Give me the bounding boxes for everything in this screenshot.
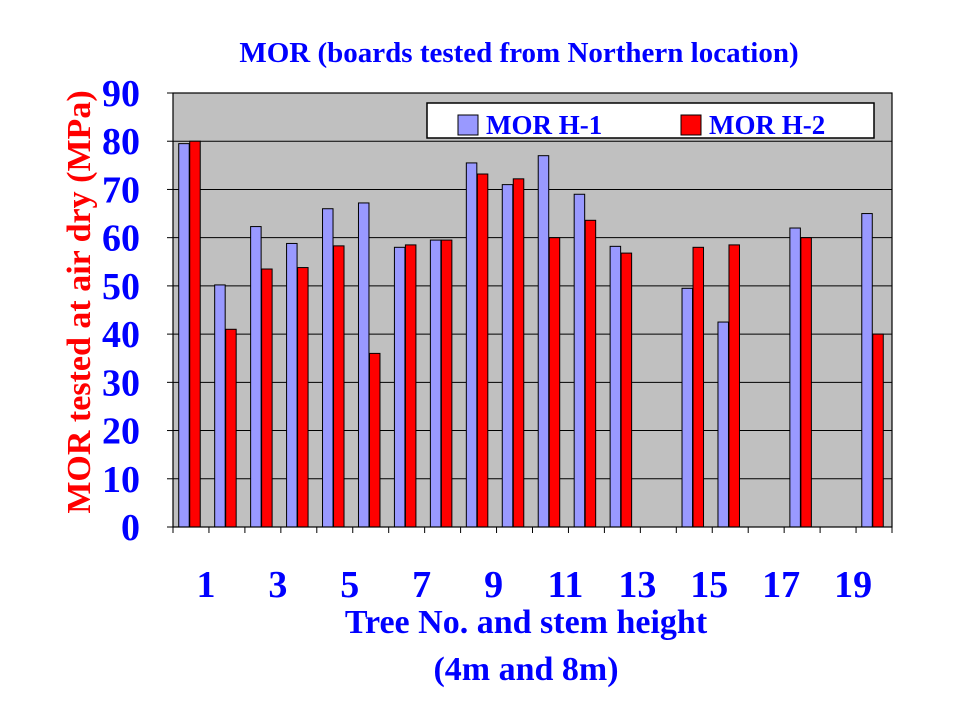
y-tick-label: 20 — [102, 411, 140, 453]
bar-mor-h2 — [584, 219, 597, 528]
x-tick-label: 5 — [340, 564, 359, 606]
x-tick-label: 17 — [762, 564, 800, 606]
x-tick-label: 1 — [196, 564, 215, 606]
bar-mor-h1 — [357, 202, 370, 528]
x-tick-label: 9 — [484, 564, 503, 606]
x-tick-label: 13 — [618, 564, 656, 606]
x-axis-label-line2: (4m and 8m) — [433, 651, 618, 688]
bar-mor-h1 — [214, 284, 226, 528]
bar-mor-h2 — [333, 245, 345, 528]
legend-label-h1: MOR H-1 — [486, 110, 602, 140]
bar-mor-h1 — [609, 245, 622, 528]
plot-area — [173, 93, 892, 527]
bar-mor-h2 — [548, 237, 561, 528]
bar-mor-h1 — [393, 246, 406, 528]
x-tick-labels: 1 3 5 7 9 11 13 15 17 19 — [196, 564, 872, 606]
axes — [167, 92, 893, 533]
y-tick-label: 50 — [102, 266, 140, 308]
bar-mor-h2 — [404, 244, 417, 528]
bar-mor-h1 — [465, 162, 478, 528]
y-tick-label: 30 — [102, 362, 140, 404]
bar-mor-h2 — [368, 352, 381, 528]
y-tick-label: 10 — [102, 459, 140, 501]
bar-mor-h1 — [286, 242, 298, 528]
x-tick-label: 3 — [268, 564, 287, 606]
bar-mor-h1 — [322, 208, 334, 528]
legend-label-h2: MOR H-2 — [709, 110, 825, 140]
bar-mor-h1 — [717, 321, 729, 528]
bar-mor-h2 — [476, 173, 489, 528]
bar-mor-h2 — [189, 140, 201, 528]
y-tick-label: 80 — [102, 121, 140, 163]
y-tick-labels: 0 10 20 30 40 50 60 70 80 90 — [102, 73, 140, 549]
bar-mor-h1 — [681, 287, 694, 528]
bar-mor-h2 — [297, 267, 309, 528]
bar-mor-h2 — [692, 246, 705, 528]
x-tick-label: 11 — [548, 564, 584, 606]
y-tick-label: 70 — [102, 169, 140, 211]
bar-mor-h2 — [800, 237, 812, 528]
legend: MOR H-1 MOR H-2 — [426, 102, 875, 140]
bar-mor-h1 — [429, 239, 442, 528]
bar-mor-h1 — [178, 143, 190, 528]
x-tick-label: 19 — [834, 564, 872, 606]
bar-mor-h2 — [440, 239, 453, 528]
bar-mor-h2 — [620, 252, 633, 528]
x-tick-label: 7 — [412, 564, 431, 606]
bar-mor-h2 — [512, 178, 525, 528]
y-tick-label: 90 — [102, 73, 140, 115]
bar-mor-h2 — [225, 328, 237, 528]
bar-mor-h1 — [861, 213, 873, 528]
bar-mor-h1 — [537, 155, 550, 528]
y-tick-label: 40 — [102, 314, 140, 356]
chart-title: MOR (boards tested from Northern locatio… — [239, 37, 798, 69]
bar-mor-h2 — [728, 244, 740, 528]
bar-mor-h1 — [501, 184, 514, 528]
bar-mor-h1 — [573, 193, 586, 528]
y-tick-label: 60 — [102, 218, 140, 260]
y-tick-label: 0 — [121, 507, 140, 549]
bar-mor-h2 — [261, 268, 273, 528]
legend-swatch-h2 — [680, 114, 702, 136]
bar-mor-h2 — [872, 333, 884, 528]
legend-swatch-h1 — [457, 114, 479, 136]
x-tick-label: 15 — [690, 564, 728, 606]
legend-box — [426, 102, 875, 139]
bar-mor-h1 — [250, 226, 262, 528]
x-axis-label: Tree No. and stem height — [345, 604, 708, 641]
bar-mor-h1 — [789, 227, 801, 528]
bars — [178, 140, 884, 528]
y-axis-label: MOR tested at air dry (MPa) — [61, 90, 98, 513]
